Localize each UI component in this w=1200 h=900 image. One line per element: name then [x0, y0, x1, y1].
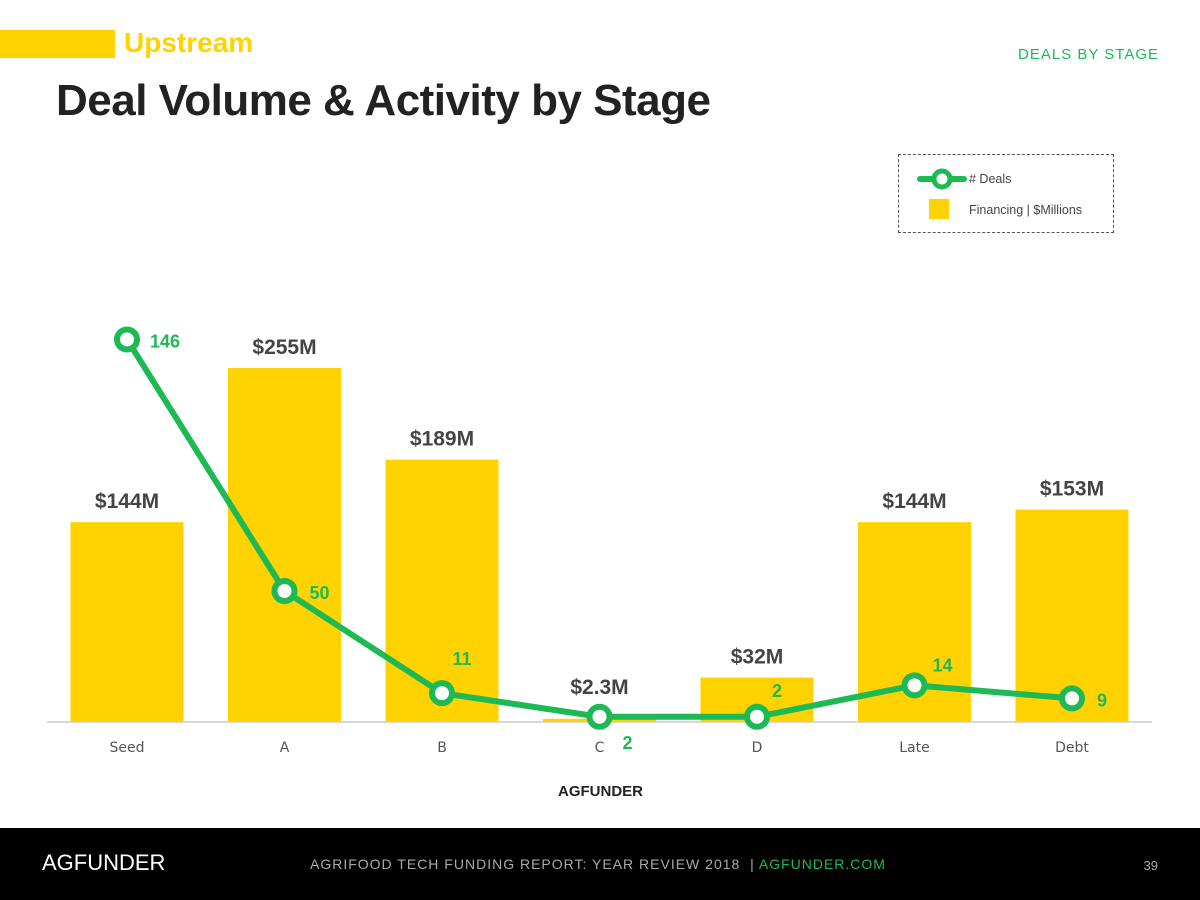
section-label: Upstream — [124, 27, 254, 58]
deals-point — [901, 672, 928, 699]
page-number: 39 — [1143, 858, 1158, 873]
deals-legend-icon — [917, 168, 967, 190]
legend-deals-label: # Deals — [969, 172, 1012, 186]
section-accent-bar — [0, 30, 115, 58]
deals-point — [1059, 685, 1085, 712]
x-tick-label: Late — [899, 740, 929, 756]
report-name: AGRIFOOD TECH FUNDING REPORT: YEAR REVIE… — [310, 856, 741, 872]
legend-financing-label: Financing | $Millions — [969, 203, 1083, 217]
bar-label: $32M — [731, 646, 784, 669]
chart-legend: # Deals Financing | $Millions — [898, 154, 1114, 233]
bar-label: $255M — [252, 336, 316, 359]
deals-label: 2 — [622, 733, 632, 753]
x-tick-label: A — [280, 740, 290, 756]
bar-label: $144M — [882, 490, 946, 513]
deals-label: 146 — [150, 331, 180, 351]
bar-label: $153M — [1040, 478, 1104, 501]
separator: | — [750, 856, 755, 872]
x-tick-label: C — [595, 740, 605, 756]
deals-label: 2 — [772, 681, 782, 701]
page-title: Deal Volume & Activity by Stage — [56, 76, 711, 125]
footer-report-title: AGRIFOOD TECH FUNDING REPORT: YEAR REVIE… — [310, 856, 886, 872]
financing-legend-swatch — [929, 199, 949, 219]
deals-point — [114, 326, 140, 353]
deals-label: 11 — [452, 649, 471, 669]
x-tick-label: Debt — [1055, 740, 1089, 756]
x-tick-label: D — [752, 740, 763, 756]
deals-point — [586, 703, 613, 730]
deals-label: 50 — [309, 583, 329, 603]
footer-logo: AGFUNDER — [42, 850, 166, 875]
x-tick-label: B — [437, 740, 447, 756]
chart: $144M Seed $255M A $189M B $2.3M C $32M D $144M Lat… — [47, 326, 1152, 756]
bar-a — [228, 368, 341, 722]
chart-logo: AGFUNDER — [558, 783, 643, 800]
footer: AGFUNDER AGRIFOOD TECH FUNDING REPORT: Y… — [0, 828, 1200, 900]
bar-label: $144M — [95, 490, 159, 513]
deals-point — [429, 680, 455, 707]
deals-label: 9 — [1097, 690, 1107, 710]
bar-b — [385, 459, 499, 722]
bar-seed — [70, 522, 184, 722]
deals-point — [271, 578, 298, 604]
deals-label: 14 — [932, 655, 952, 675]
x-tick-label: Seed — [110, 740, 145, 756]
bar-label: $189M — [410, 428, 474, 451]
section-tag: DEALS BY STAGE — [1018, 46, 1159, 63]
deals-point — [744, 703, 770, 730]
bar-label: $2.3M — [570, 676, 628, 699]
site-link[interactable]: AGFUNDER.COM — [758, 856, 886, 872]
